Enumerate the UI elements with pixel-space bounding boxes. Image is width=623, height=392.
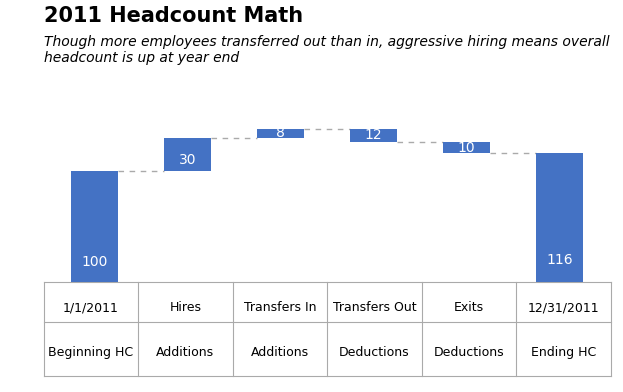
Text: Deductions: Deductions — [339, 346, 410, 359]
Text: 30: 30 — [179, 153, 196, 167]
Text: 116: 116 — [546, 253, 573, 267]
Bar — [164, 138, 211, 171]
Text: 12/31/2011: 12/31/2011 — [528, 301, 599, 314]
Text: 10: 10 — [458, 141, 475, 154]
Text: Transfers Out: Transfers Out — [333, 301, 416, 314]
Bar — [257, 129, 304, 138]
Text: Additions: Additions — [251, 346, 309, 359]
Text: 12: 12 — [364, 128, 383, 142]
Text: Ending HC: Ending HC — [531, 346, 596, 359]
Text: Additions: Additions — [156, 346, 214, 359]
Text: Hires: Hires — [169, 301, 201, 314]
Bar — [72, 171, 118, 282]
Text: Beginning HC: Beginning HC — [49, 346, 133, 359]
Text: Deductions: Deductions — [434, 346, 504, 359]
Bar — [536, 153, 583, 282]
Bar — [350, 129, 397, 142]
Text: 100: 100 — [82, 255, 108, 269]
Text: Exits: Exits — [454, 301, 484, 314]
Text: 1/1/2011: 1/1/2011 — [63, 301, 119, 314]
Text: 2011 Headcount Math: 2011 Headcount Math — [44, 6, 303, 26]
Text: Though more employees transferred out than in, aggressive hiring means overall
h: Though more employees transferred out th… — [44, 35, 609, 65]
Bar — [443, 142, 490, 153]
Text: Transfers In: Transfers In — [244, 301, 316, 314]
Text: 8: 8 — [276, 126, 285, 140]
